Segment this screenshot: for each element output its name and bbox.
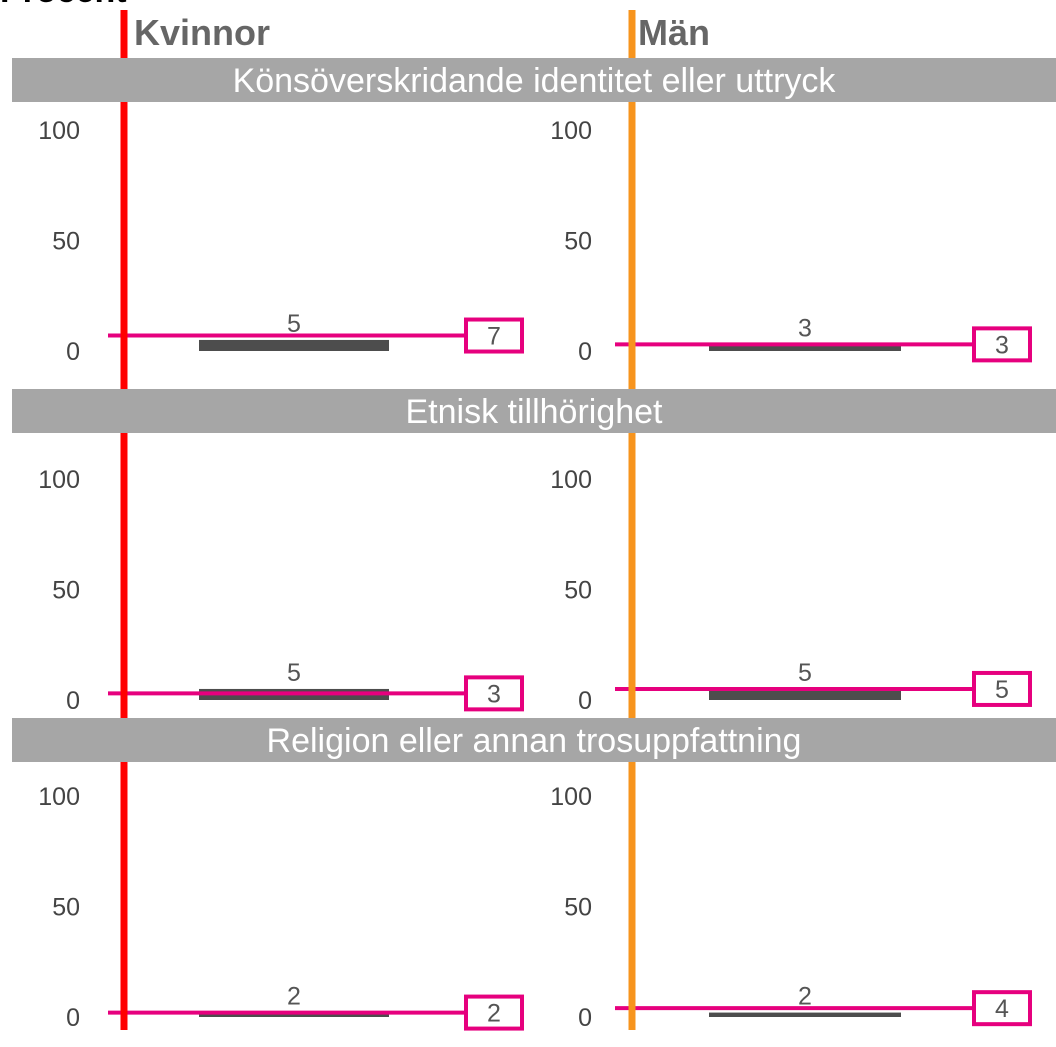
column-header-kvinnor: Kvinnor bbox=[134, 12, 270, 53]
y-tick-label: 100 bbox=[550, 783, 592, 811]
reference-value-box bbox=[464, 675, 524, 712]
y-tick-label: 100 bbox=[38, 117, 80, 145]
bar-value-label: 5 bbox=[287, 310, 301, 338]
y-tick-label: 50 bbox=[52, 577, 80, 605]
panel-title: Religion eller annan trosuppfattning bbox=[267, 722, 802, 760]
y-tick-label: 100 bbox=[550, 466, 592, 494]
y-tick-label: 100 bbox=[550, 117, 592, 145]
panel-title: Könsöverskridande identitet eller uttryc… bbox=[233, 62, 837, 100]
panel-title: Etnisk tillhörighet bbox=[405, 393, 663, 431]
bar-value-label: 5 bbox=[798, 659, 812, 687]
y-tick-label: 50 bbox=[564, 228, 592, 256]
y-tick-label: 50 bbox=[564, 577, 592, 605]
panel-title-band bbox=[12, 58, 1056, 102]
y-tick-label: 50 bbox=[52, 228, 80, 256]
y-tick-label: 0 bbox=[578, 687, 592, 715]
panel-2: Etnisk tillhörighet 100 50 0 5 3 100 50 0 5 5 bbox=[12, 389, 1056, 715]
bar-value-label: 5 bbox=[287, 659, 301, 687]
reference-value-box bbox=[972, 326, 1032, 363]
y-tick-label: 0 bbox=[66, 1004, 80, 1032]
bar bbox=[199, 339, 389, 351]
bar bbox=[709, 344, 901, 351]
reference-value-label: 5 bbox=[995, 676, 1009, 704]
reference-value-label: 4 bbox=[995, 995, 1009, 1023]
reference-value-label: 2 bbox=[487, 1000, 501, 1028]
reference-value-box bbox=[464, 994, 524, 1031]
y-tick-label: 0 bbox=[66, 338, 80, 366]
reference-value-box bbox=[972, 990, 1032, 1027]
bar bbox=[199, 1012, 389, 1017]
reference-value-label: 7 bbox=[487, 323, 501, 351]
bar bbox=[709, 1012, 901, 1017]
y-tick-label: 0 bbox=[578, 338, 592, 366]
column-header-man: Män bbox=[638, 12, 710, 53]
y-tick-label: 50 bbox=[564, 894, 592, 922]
panel-1: Könsöverskridande identitet eller uttryc… bbox=[12, 58, 1056, 366]
panel-title-band bbox=[12, 389, 1056, 433]
bar-value-label: 2 bbox=[798, 983, 812, 1011]
reference-value-label: 3 bbox=[995, 331, 1009, 359]
y-tick-label: 50 bbox=[52, 894, 80, 922]
reference-value-box bbox=[972, 670, 1032, 707]
reference-value-label: 3 bbox=[487, 680, 501, 708]
chart-caption: Procent bbox=[0, 0, 127, 10]
bar bbox=[709, 688, 901, 700]
panel-title-band bbox=[12, 718, 1056, 762]
y-tick-label: 0 bbox=[66, 687, 80, 715]
panel-3: Religion eller annan trosuppfattning 100 5… bbox=[12, 718, 1056, 1032]
bar-value-label: 2 bbox=[287, 983, 301, 1011]
y-tick-label: 100 bbox=[38, 466, 80, 494]
y-tick-label: 0 bbox=[578, 1004, 592, 1032]
bar-value-label: 3 bbox=[798, 314, 812, 342]
y-tick-label: 100 bbox=[38, 783, 80, 811]
reference-value-box bbox=[464, 317, 524, 354]
